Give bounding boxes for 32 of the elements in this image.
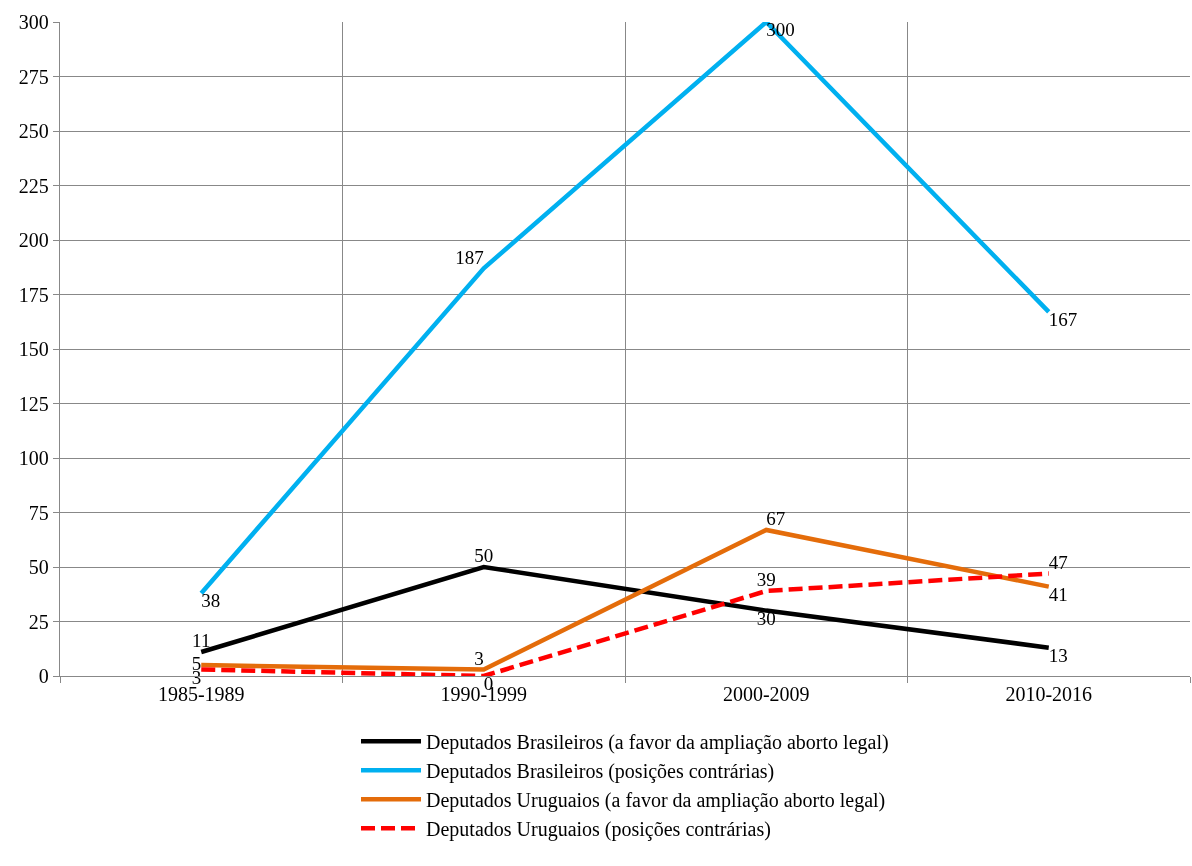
data-label: 47 [1048, 551, 1068, 573]
y-tick-label: 300 [18, 11, 49, 33]
y-tick-label: 50 [28, 556, 49, 578]
y-tick-label: 125 [18, 392, 49, 415]
data-label: 11 [192, 630, 211, 652]
y-tick-label: 275 [18, 65, 49, 88]
y-tick-label: 175 [18, 283, 49, 306]
x-tick-label: 2010-2016 [1005, 683, 1093, 706]
x-tick-label: 2000-2009 [722, 683, 810, 706]
legend-label: Deputados Uruguaios (posições contrárias) [426, 818, 771, 842]
data-label: 39 [756, 569, 776, 591]
data-label: 67 [766, 508, 786, 530]
y-tick-label: 75 [28, 501, 49, 524]
line-series [199, 22, 1051, 596]
y-tick-label: 225 [18, 174, 49, 197]
y-tick-label: 150 [18, 338, 49, 360]
data-label: 3 [474, 647, 484, 669]
data-label: 13 [1048, 644, 1068, 666]
legend-label: Deputados Uruguaios (a favor da ampliação aborto legal) [426, 789, 886, 813]
data-label: 187 [455, 246, 484, 268]
legend-label: Deputados Brasileiros (a favor da ampliação aborto legal) [426, 731, 889, 755]
data-label: 41 [1048, 583, 1068, 605]
data-label: 50 [474, 545, 494, 567]
y-tick-label: 200 [18, 229, 49, 251]
data-label: 38 [201, 590, 221, 612]
y-tick-label: 250 [18, 120, 49, 142]
x-tick-label: 1985-1989 [157, 683, 245, 706]
data-label: 167 [1048, 309, 1078, 331]
y-tick-label: 0 [38, 665, 49, 687]
y-tick-label: 100 [18, 447, 49, 469]
y-tick-label: 25 [28, 610, 49, 633]
legend-label: Deputados Brasileiros (posições contrárias) [426, 760, 775, 784]
